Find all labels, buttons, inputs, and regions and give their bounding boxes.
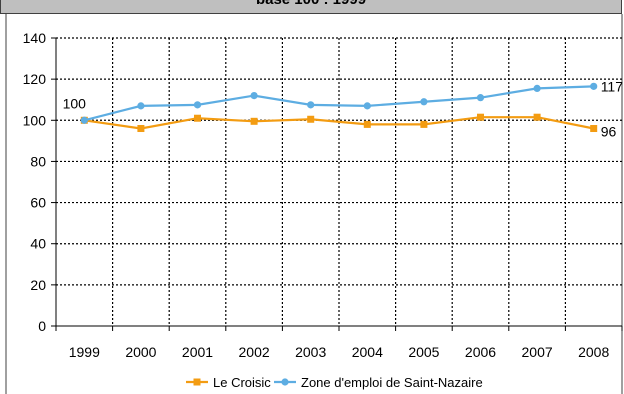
data-label-end-le-croisic: 96 bbox=[601, 124, 617, 140]
x-tick-label: 2000 bbox=[125, 344, 156, 360]
data-point-le-croisic bbox=[194, 114, 201, 122]
legend-marker-saint-nazaire bbox=[281, 378, 289, 386]
chart-series bbox=[80, 82, 598, 133]
series-line-saint-nazaire bbox=[84, 85, 594, 122]
data-point-le-croisic bbox=[477, 113, 484, 121]
series-line-le-croisic bbox=[84, 116, 594, 130]
x-tick-label: 2002 bbox=[239, 344, 270, 360]
legend-label-le-croisic: Le Croisic bbox=[213, 375, 271, 390]
data-point-le-croisic bbox=[363, 120, 371, 128]
x-tick-label: 2005 bbox=[408, 344, 439, 360]
data-label-end-saint-nazaire: 117 bbox=[601, 78, 624, 94]
data-point-le-croisic bbox=[420, 120, 428, 128]
y-tick-label: 140 bbox=[23, 30, 47, 46]
chart-title-bar: base 100 : 1999 bbox=[0, 0, 622, 14]
chart-frame bbox=[5, 14, 623, 394]
x-tick-label: 2001 bbox=[182, 344, 213, 360]
y-tick-label: 120 bbox=[23, 71, 47, 87]
x-tick-label: 2006 bbox=[465, 344, 496, 360]
data-label-start: 100 bbox=[63, 95, 87, 111]
chart-labels: 100 117 96 bbox=[63, 78, 624, 139]
y-tick-label: 60 bbox=[30, 195, 46, 211]
x-tick-label: 1999 bbox=[69, 344, 100, 360]
y-tick-label: 100 bbox=[23, 112, 47, 128]
x-tick-label: 2008 bbox=[578, 344, 609, 360]
data-point-saint-nazaire bbox=[250, 92, 258, 100]
data-point-saint-nazaire bbox=[363, 102, 371, 110]
x-tick-label: 2003 bbox=[295, 344, 326, 360]
data-point-saint-nazaire bbox=[533, 84, 541, 92]
data-point-saint-nazaire bbox=[80, 116, 88, 124]
chart-title: base 100 : 1999 bbox=[1, 0, 621, 8]
x-tick-label: 2007 bbox=[522, 344, 553, 360]
data-point-le-croisic bbox=[137, 125, 145, 133]
chart-legend: Le Croisic Zone d'emploi de Saint-Nazaire bbox=[186, 375, 483, 390]
chart-axes: 0 20 40 60 80 100 120 140 1999 2000 2001 2002 2003 20… bbox=[23, 30, 623, 360]
data-point-le-croisic bbox=[250, 117, 258, 125]
data-point-le-croisic bbox=[590, 125, 598, 133]
data-point-le-croisic bbox=[533, 113, 541, 121]
y-tick-label: 40 bbox=[30, 236, 46, 252]
x-tick-label: 2004 bbox=[352, 344, 383, 360]
legend-label-saint-nazaire: Zone d'emploi de Saint-Nazaire bbox=[301, 375, 483, 390]
data-point-saint-nazaire bbox=[193, 101, 202, 109]
y-tick-label: 80 bbox=[30, 153, 46, 169]
data-point-saint-nazaire bbox=[476, 94, 485, 102]
legend-marker-le-croisic bbox=[193, 378, 201, 386]
y-tick-label: 0 bbox=[38, 318, 46, 334]
data-point-saint-nazaire bbox=[590, 82, 598, 90]
data-point-saint-nazaire bbox=[420, 98, 428, 106]
data-point-saint-nazaire bbox=[307, 101, 315, 109]
data-point-le-croisic bbox=[307, 115, 315, 123]
y-tick-label: 20 bbox=[30, 277, 46, 293]
chart-grid bbox=[56, 37, 622, 326]
data-point-saint-nazaire bbox=[137, 102, 145, 110]
